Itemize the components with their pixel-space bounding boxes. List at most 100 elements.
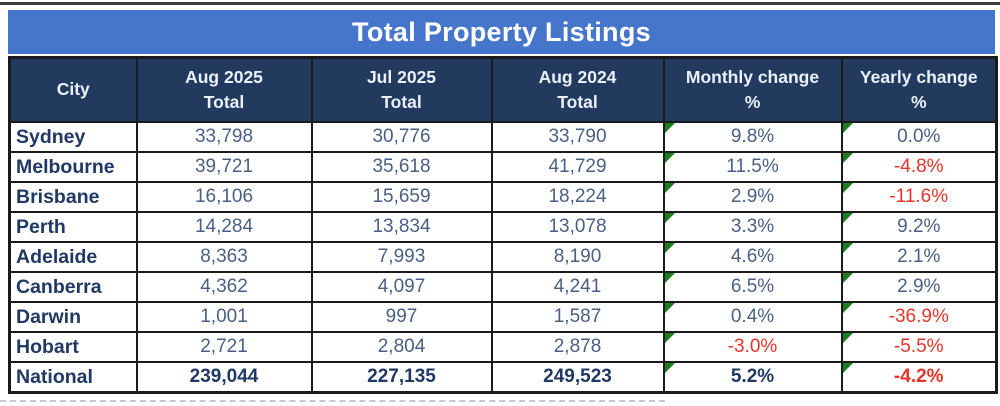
- col-header-label-line2: Total: [557, 92, 598, 112]
- col-header-aug-2024-total[interactable]: Aug 2024 Total: [490, 56, 665, 123]
- cell-aug-2025-total[interactable]: 239,044: [135, 361, 313, 394]
- cell-aug-2025-total[interactable]: 33,798: [135, 121, 313, 153]
- cell-value: 15,659: [372, 186, 431, 207]
- cell-aug-2024-total[interactable]: 4,241: [490, 271, 665, 303]
- cell-aug-2025-total[interactable]: 14,284: [135, 211, 313, 243]
- cell-city[interactable]: Brisbane: [8, 181, 138, 213]
- page-break-dashed-line: [0, 400, 665, 402]
- cell-value: 0.4%: [730, 306, 775, 327]
- cell-aug-2024-total[interactable]: 2,878: [490, 331, 665, 363]
- cell-yearly-change[interactable]: -36.9%: [840, 301, 998, 333]
- city-label: Brisbane: [16, 185, 100, 208]
- cell-aug-2025-total[interactable]: 4,362: [135, 271, 313, 303]
- cell-yearly-change[interactable]: 0.0%: [840, 121, 998, 153]
- error-indicator-triangle-icon: [665, 304, 675, 313]
- cell-value: 3.3%: [730, 216, 775, 237]
- cell-aug-2025-total[interactable]: 16,106: [135, 181, 313, 213]
- cell-jul-2025-total[interactable]: 35,618: [310, 151, 493, 183]
- cell-city[interactable]: National: [8, 361, 138, 394]
- cell-jul-2025-total[interactable]: 7,993: [310, 241, 493, 273]
- error-indicator-triangle-icon: [665, 214, 675, 223]
- cell-city[interactable]: Darwin: [8, 301, 138, 333]
- cell-value: 227,135: [367, 366, 436, 387]
- cell-value: 39,721: [194, 156, 254, 177]
- cell-yearly-change[interactable]: -4.2%: [840, 361, 998, 394]
- city-label: Sydney: [16, 125, 86, 148]
- cell-aug-2024-total[interactable]: 13,078: [490, 211, 665, 243]
- cell-aug-2024-total[interactable]: 33,790: [490, 121, 665, 153]
- cell-value: 2.1%: [897, 246, 941, 267]
- error-indicator-triangle-icon: [843, 274, 853, 283]
- col-header-jul-2025-total[interactable]: Jul 2025 Total: [310, 56, 493, 123]
- cell-jul-2025-total[interactable]: 227,135: [310, 361, 493, 394]
- property-listings-table: City Aug 2025 Total Jul 2025 Total Aug 2…: [8, 56, 998, 394]
- col-header-monthly-change[interactable]: Monthly change %: [662, 56, 843, 123]
- cell-aug-2025-total[interactable]: 1,001: [135, 301, 313, 333]
- cell-city[interactable]: Melbourne: [8, 151, 138, 183]
- cell-aug-2024-total[interactable]: 8,190: [490, 241, 665, 273]
- cell-monthly-change[interactable]: 9.8%: [662, 121, 843, 153]
- cell-jul-2025-total[interactable]: 15,659: [310, 181, 493, 213]
- cell-value: 2,804: [377, 336, 426, 357]
- cell-value: 5.2%: [730, 366, 775, 387]
- error-indicator-triangle-icon: [843, 154, 853, 163]
- cell-monthly-change[interactable]: 6.5%: [662, 271, 843, 303]
- cell-jul-2025-total[interactable]: 4,097: [310, 271, 493, 303]
- cell-monthly-change[interactable]: 11.5%: [662, 151, 843, 183]
- cell-yearly-change[interactable]: 9.2%: [840, 211, 998, 243]
- error-indicator-triangle-icon: [843, 184, 853, 193]
- table-title: Total Property Listings: [8, 10, 995, 54]
- cell-aug-2024-total[interactable]: 18,224: [490, 181, 665, 213]
- city-label: Darwin: [16, 305, 82, 328]
- cell-monthly-change[interactable]: -3.0%: [662, 331, 843, 363]
- cell-aug-2024-total[interactable]: 1,587: [490, 301, 665, 333]
- table-row: Melbourne 39,721 35,618 41,729 11.5% -4.8%: [8, 151, 998, 183]
- cell-yearly-change[interactable]: 2.9%: [840, 271, 998, 303]
- cell-monthly-change[interactable]: 2.9%: [662, 181, 843, 213]
- cell-monthly-change[interactable]: 3.3%: [662, 211, 843, 243]
- cell-value: 1,587: [553, 306, 602, 327]
- top-divider-line: [0, 2, 1000, 5]
- table-row: Adelaide 8,363 7,993 8,190 4.6% 2.1%: [8, 241, 998, 273]
- cell-monthly-change[interactable]: 0.4%: [662, 301, 843, 333]
- cell-yearly-change[interactable]: -5.5%: [840, 331, 998, 363]
- cell-value: -11.6%: [889, 186, 949, 207]
- cell-value: -4.2%: [893, 366, 944, 387]
- cell-aug-2024-total[interactable]: 41,729: [490, 151, 665, 183]
- cell-jul-2025-total[interactable]: 13,834: [310, 211, 493, 243]
- cell-value: 0.0%: [897, 126, 941, 147]
- table-row: Sydney 33,798 30,776 33,790 9.8% 0.0%: [8, 121, 998, 153]
- cell-city[interactable]: Perth: [8, 211, 138, 243]
- cell-value: 249,523: [543, 366, 612, 387]
- cell-aug-2024-total[interactable]: 249,523: [490, 361, 665, 394]
- col-header-label: City: [56, 79, 90, 100]
- cell-jul-2025-total[interactable]: 2,804: [310, 331, 493, 363]
- cell-value: 8,190: [553, 246, 602, 267]
- col-header-city[interactable]: City: [8, 56, 138, 123]
- col-header-label-line2: %: [910, 92, 927, 112]
- col-header-yearly-change[interactable]: Yearly change %: [840, 56, 998, 123]
- cell-city[interactable]: Adelaide: [8, 241, 138, 273]
- cell-aug-2025-total[interactable]: 8,363: [135, 241, 313, 273]
- cell-monthly-change[interactable]: 4.6%: [662, 241, 843, 273]
- cell-yearly-change[interactable]: 2.1%: [840, 241, 998, 273]
- city-label: Adelaide: [16, 245, 98, 268]
- cell-jul-2025-total[interactable]: 997: [310, 301, 493, 333]
- cell-jul-2025-total[interactable]: 30,776: [310, 121, 493, 153]
- cell-city[interactable]: Canberra: [8, 271, 138, 303]
- col-header-label-line1: Monthly change: [685, 66, 820, 87]
- cell-value: 9.8%: [730, 126, 775, 147]
- col-header-aug-2025-total[interactable]: Aug 2025 Total: [135, 56, 313, 123]
- error-indicator-triangle-icon: [843, 214, 853, 223]
- cell-aug-2025-total[interactable]: 39,721: [135, 151, 313, 183]
- cell-yearly-change[interactable]: -11.6%: [840, 181, 998, 213]
- cell-value: 16,106: [194, 186, 254, 207]
- cell-value: 2.9%: [730, 186, 775, 207]
- cell-monthly-change[interactable]: 5.2%: [662, 361, 843, 394]
- error-indicator-triangle-icon: [665, 334, 675, 343]
- cell-yearly-change[interactable]: -4.8%: [840, 151, 998, 183]
- cell-city[interactable]: Sydney: [8, 121, 138, 153]
- cell-aug-2025-total[interactable]: 2,721: [135, 331, 313, 363]
- cell-city[interactable]: Hobart: [8, 331, 138, 363]
- cell-value: 33,790: [548, 126, 607, 147]
